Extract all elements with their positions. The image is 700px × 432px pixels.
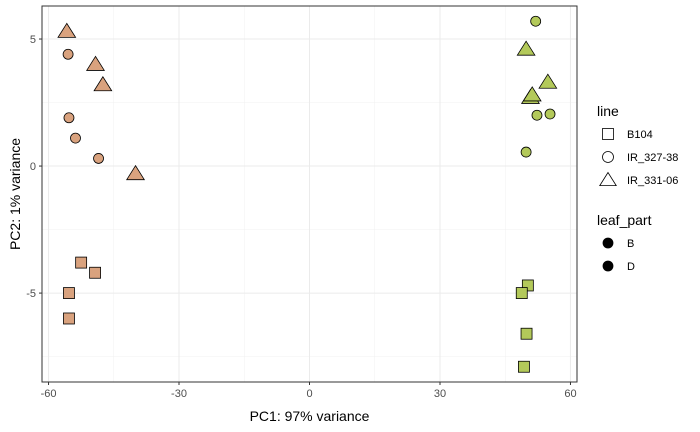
point-triangle <box>538 73 558 89</box>
point-square <box>89 266 101 279</box>
legend-label: B104 <box>627 129 653 141</box>
point-triangle <box>516 40 536 56</box>
legend-key-triangle <box>599 171 617 187</box>
x-tick-label: -30 <box>171 388 187 400</box>
point-circle <box>70 132 81 144</box>
point-circle <box>544 108 556 120</box>
legend-title: leaf_part <box>597 212 652 228</box>
axis-ticks: -60 -30 0 30 60 -5 0 5 <box>26 34 576 400</box>
legend-key-dot <box>602 237 614 249</box>
x-tick-label: 30 <box>434 388 446 400</box>
legend-key-dot <box>602 260 614 272</box>
point-square <box>520 327 533 340</box>
point-triangle <box>85 55 106 71</box>
point-square <box>521 279 534 292</box>
legend-label: IR_331-06 <box>627 175 678 187</box>
point-square <box>515 287 528 299</box>
y-axis-title: PC2: 1% variance <box>7 138 23 250</box>
data-points <box>57 15 558 373</box>
point-circle <box>530 15 542 27</box>
point-square <box>63 287 75 299</box>
legend-key-square <box>602 128 614 140</box>
legend-key-circle <box>602 151 614 163</box>
point-triangle <box>125 164 146 181</box>
point-triangle <box>522 86 542 102</box>
x-tick-label: -60 <box>41 388 57 400</box>
point-circle <box>531 109 543 121</box>
point-circle <box>520 146 532 158</box>
point-circle <box>63 112 75 124</box>
legend-label: B <box>627 238 634 250</box>
x-tick-label: 60 <box>564 388 576 400</box>
point-circle <box>93 153 104 164</box>
y-tick-label: -5 <box>26 288 36 300</box>
gridlines <box>42 6 577 382</box>
x-tick-label: 0 <box>306 388 312 400</box>
y-tick-label: 5 <box>30 34 36 46</box>
point-square <box>75 256 88 269</box>
y-tick-label: 0 <box>30 161 36 173</box>
legend-title: line <box>597 103 619 119</box>
legend: line B104 IR_327-38 IR_331-06 leaf_part BD <box>597 103 678 273</box>
point-circle <box>62 48 74 60</box>
point-square <box>63 312 75 325</box>
x-axis-title: PC1: 97% variance <box>250 408 370 424</box>
point-square <box>518 360 530 373</box>
point-triangle <box>93 76 113 92</box>
point-triangle <box>57 22 77 38</box>
legend-label: IR_327-38 <box>627 152 678 164</box>
legend-label: D <box>627 261 635 273</box>
